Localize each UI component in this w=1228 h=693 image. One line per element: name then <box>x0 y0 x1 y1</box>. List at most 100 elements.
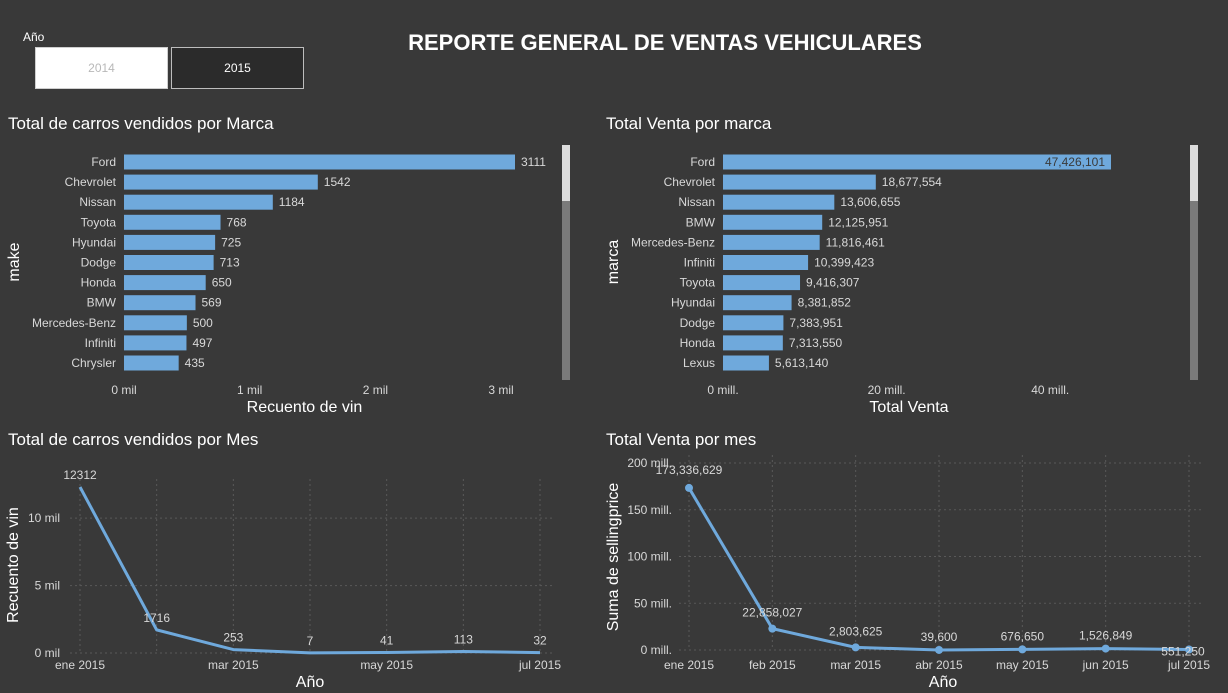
year-2014-button[interactable]: 2014 <box>35 47 168 89</box>
y-tick-label: 10 mil <box>28 511 60 525</box>
category-label: Chevrolet <box>65 175 117 189</box>
category-label: Toyota <box>81 215 117 229</box>
category-label: Chrysler <box>71 356 116 370</box>
bar <box>723 154 1111 170</box>
y-tick-label: 100 mill. <box>627 550 672 564</box>
x-tick-label: 0 mil <box>111 383 136 397</box>
x-tick-label: 40 mill. <box>1031 383 1069 397</box>
y-tick-label: 0 mill. <box>641 643 672 657</box>
page-title: REPORTE GENERAL DE VENTAS VEHICULARES <box>408 30 922 55</box>
y-axis-title: marca <box>605 240 622 285</box>
data-point <box>851 643 860 652</box>
chart-title-month-count: Total de carros vendidos por Mes <box>8 430 259 449</box>
line-chart-month-sales: 0 mill. 50 mill. 100 mill. 150 mill. 200 mil… <box>605 455 1210 691</box>
data-label: 497 <box>192 336 212 350</box>
bar <box>723 255 809 270</box>
bar <box>723 234 820 250</box>
category-label: Honda <box>81 276 117 290</box>
data-point <box>1185 645 1193 654</box>
data-label: 500 <box>193 316 213 330</box>
data-label: 2,803,625 <box>829 624 883 638</box>
data-point <box>1101 644 1110 653</box>
category-label: Lexus <box>683 356 715 370</box>
category-label: Mercedes-Benz <box>32 316 116 330</box>
data-label: 768 <box>227 215 247 229</box>
category-label: Hyundai <box>72 235 116 249</box>
x-axis-title: Recuento de vin <box>247 399 363 416</box>
data-label: 650 <box>212 276 232 290</box>
x-tick-label: ene 2015 <box>55 658 105 672</box>
data-label: 113 <box>454 632 473 646</box>
bar-chart-make-sales: Ford 47,426,101 Chevrolet 18,677,554 Nissan 1… <box>605 145 1198 416</box>
bar <box>124 214 221 230</box>
bar <box>723 214 823 230</box>
bar <box>124 355 179 371</box>
bar <box>124 315 187 331</box>
data-label: 12,125,951 <box>828 215 888 229</box>
data-point <box>768 624 777 633</box>
data-label: 551,250 <box>1161 644 1205 658</box>
data-label: 1542 <box>324 175 351 189</box>
x-tick-label: mar 2015 <box>208 658 259 672</box>
category-label: Dodge <box>81 256 117 270</box>
data-label: 9,416,307 <box>806 276 860 290</box>
y-axis-title: make <box>6 242 23 281</box>
slicer-title: Año <box>23 30 45 44</box>
bar <box>723 315 784 331</box>
y-tick-label: 200 mill. <box>627 456 672 470</box>
x-tick-label: may 2015 <box>360 658 413 672</box>
category-label: Mercedes-Benz <box>631 235 715 249</box>
category-label: BMW <box>686 215 716 229</box>
bar <box>124 154 515 170</box>
line-chart-month-count: 0 mil 5 mil 10 mil 12312 1716 253 7 41 113 32 ene … <box>5 468 561 691</box>
x-tick-label: feb 2015 <box>749 658 796 672</box>
scrollbar-thumb[interactable] <box>562 145 570 201</box>
x-tick-label: jul 2015 <box>1167 658 1210 672</box>
data-label: 7,313,550 <box>789 336 843 350</box>
category-label: Toyota <box>680 276 716 290</box>
scrollbar-track[interactable] <box>562 145 570 380</box>
category-label: Hyundai <box>671 296 715 310</box>
x-tick-label: may 2015 <box>996 658 1049 672</box>
scrollbar-thumb[interactable] <box>1190 145 1198 201</box>
x-tick-label: 0 mill. <box>707 383 738 397</box>
x-axis-title: Total Venta <box>869 399 948 416</box>
bar-chart-make-count: Ford 3111 Chevrolet 1542 Nissan 1184 Toyota 768… <box>6 145 570 416</box>
bar <box>723 295 792 311</box>
bar <box>124 174 318 190</box>
data-label: 713 <box>220 256 240 270</box>
data-label: 3111 <box>521 155 546 169</box>
data-label: 13,606,655 <box>840 195 900 209</box>
chart-title-make-count: Total de carros vendidos por Marca <box>8 114 274 133</box>
data-label: 18,677,554 <box>882 175 942 189</box>
y-axis-title: Recuento de vin <box>5 507 22 623</box>
category-label: Infiniti <box>85 336 116 350</box>
bar <box>723 194 835 210</box>
x-tick-label: 1 mil <box>237 383 262 397</box>
x-tick-label: 3 mil <box>488 383 513 397</box>
data-label: 12312 <box>63 468 97 482</box>
bar <box>124 255 214 270</box>
bar <box>124 335 187 351</box>
x-tick-label: jul 2015 <box>518 658 561 672</box>
data-label: 22,858,027 <box>742 606 802 620</box>
x-tick-label: 20 mill. <box>868 383 906 397</box>
year-2015-button[interactable]: 2015 <box>171 47 304 89</box>
data-label: 10,399,423 <box>814 256 874 270</box>
chart-title-month-sales: Total Venta por mes <box>606 430 757 449</box>
category-label: Ford <box>91 155 116 169</box>
bar <box>124 194 273 210</box>
data-label: 435 <box>185 356 205 370</box>
x-tick-label: mar 2015 <box>830 658 881 672</box>
data-label: 569 <box>202 296 222 310</box>
x-tick-label: 2 mil <box>363 383 388 397</box>
category-label: Dodge <box>680 316 716 330</box>
data-point <box>1018 645 1027 654</box>
scrollbar-track[interactable] <box>1190 145 1198 380</box>
bar <box>124 275 206 291</box>
category-label: BMW <box>87 296 117 310</box>
category-label: Nissan <box>79 195 116 209</box>
y-tick-label: 0 mil <box>35 646 60 660</box>
category-label: Chevrolet <box>664 175 716 189</box>
category-label: Ford <box>690 155 715 169</box>
